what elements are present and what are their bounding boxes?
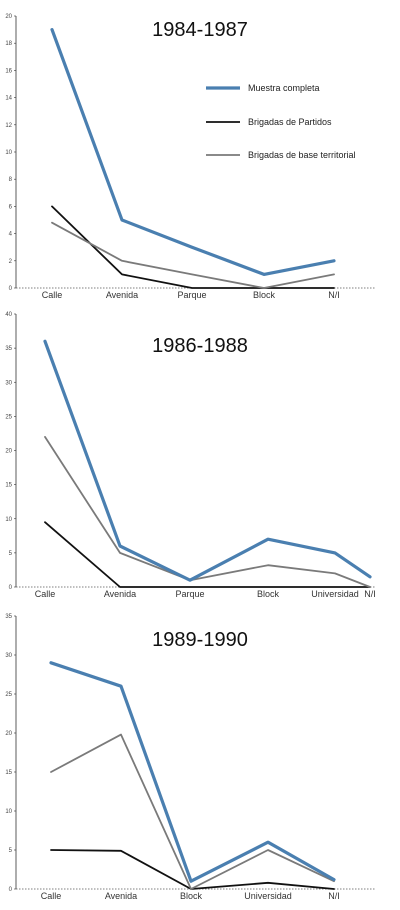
series-line-muestra-completa: [43, 339, 372, 582]
y-tick-label: 20: [5, 14, 12, 20]
x-tick-label: Universidad: [244, 891, 292, 901]
y-tick-label: 16: [5, 68, 12, 74]
legend-label-muestra-completa: Muestra completa: [248, 83, 320, 93]
series-line-brigadas-de-base-territorial: [50, 733, 335, 890]
y-tick-label: 10: [5, 809, 12, 815]
chart-title: 1984-1987: [152, 19, 248, 41]
y-tick-label: 14: [5, 96, 12, 102]
y-tick-label: 0: [9, 286, 13, 292]
y-tick-label: 5: [9, 848, 13, 854]
y-tick-label: 6: [9, 204, 13, 210]
chart-panel-2: 0 5 10 15 20 25 30 35 40 Calle Avenida Parque Block U…: [5, 312, 375, 599]
y-tick-label: 30: [5, 380, 12, 386]
y-tick-label: 20: [5, 731, 12, 737]
y-tick-label: 15: [5, 483, 12, 489]
y-tick-label: 35: [5, 346, 12, 352]
y-tick-label: 25: [5, 414, 12, 420]
x-tick-label: Avenida: [106, 290, 138, 300]
series-line-brigadas-de-base-territorial: [51, 221, 335, 289]
series-line-muestra-completa: [49, 661, 336, 883]
chart-title: 1989-1990: [152, 629, 248, 651]
x-tick-label: Universidad: [311, 589, 359, 599]
y-tick-label: 0: [9, 887, 13, 893]
y-tick-label: 20: [5, 449, 12, 455]
y-tick-label: 5: [9, 551, 13, 557]
x-tick-label: Calle: [42, 290, 63, 300]
y-tick-label: 18: [5, 41, 12, 47]
x-tick-label: N/I: [328, 290, 340, 300]
x-tick-label: Avenida: [105, 891, 137, 901]
legend-label-brigadas-de-base-territorial: Brigadas de base territorial: [248, 150, 356, 160]
y-tick-label: 0: [9, 585, 13, 591]
y-tick-label: 40: [5, 312, 12, 318]
y-tick-label: 30: [5, 653, 12, 659]
y-tick-label: 25: [5, 692, 12, 698]
y-tick-label: 35: [5, 614, 12, 620]
y-tick-label: 10: [5, 150, 12, 156]
x-tick-label: N/I: [328, 891, 340, 901]
x-tick-label: Block: [180, 891, 203, 901]
y-tick-label: 10: [5, 517, 12, 523]
x-tick-label: Parque: [175, 589, 204, 599]
series-line-brigadas-de-base-territorial: [44, 435, 371, 588]
x-tick-label: Calle: [41, 891, 62, 901]
chart-title: 1986-1988: [152, 335, 248, 357]
y-tick-label: 2: [9, 259, 13, 265]
y-tick-label: 15: [5, 770, 12, 776]
x-tick-label: Block: [253, 290, 276, 300]
x-tick-label: N/I: [364, 589, 376, 599]
legend-label-brigadas-de-partidos: Brigadas de Partidos: [248, 117, 332, 127]
x-tick-label: Block: [257, 589, 280, 599]
y-tick-label: 8: [9, 177, 13, 183]
chart-panel-3: 0 5 10 15 20 25 30 35 Calle Avenida Block Universid…: [5, 614, 375, 901]
legend: Muestra completa Brigadas de Partidos Brig…: [206, 83, 356, 160]
x-tick-label: Parque: [177, 290, 206, 300]
x-tick-label: Avenida: [104, 589, 136, 599]
y-tick-label: 4: [9, 232, 13, 238]
x-tick-label: Calle: [35, 589, 56, 599]
series-line-brigadas-de-partidos: [44, 521, 371, 588]
y-tick-label: 12: [5, 123, 12, 129]
chart-panel-1: 0 2 4 6 8 10 12 14 16 18 20 Calle Avenida Parque Block…: [5, 14, 375, 300]
